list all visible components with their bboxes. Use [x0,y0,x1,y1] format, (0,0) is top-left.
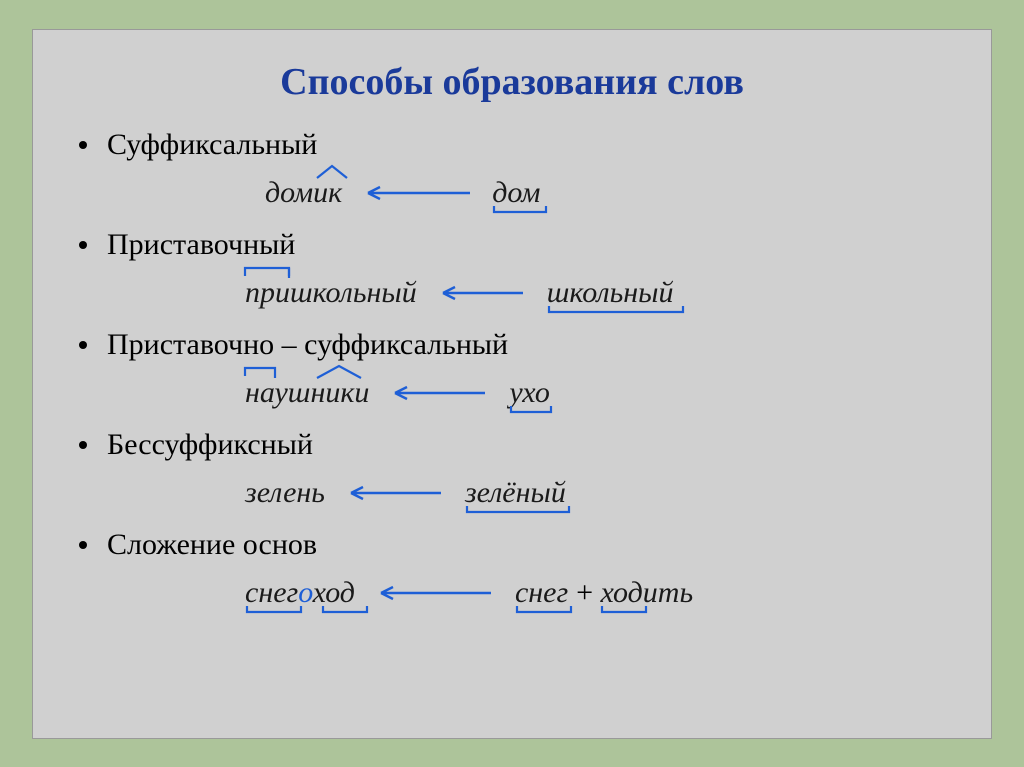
word-text: ухо [509,376,550,409]
example-row: наушники ухо [245,366,949,420]
source-word-b: ходить [600,576,693,610]
method-label: Суффиксальный [75,128,949,162]
method-section: Сложение основ снегоход снег + [75,528,949,620]
derived-word: домик [265,176,342,210]
method-label-text: Приставочно – суффиксальный [107,328,508,362]
method-label-text: Приставочный [107,228,295,262]
plus-sign: + [574,576,594,610]
arrow-icon [375,583,495,603]
word-text: зелёный [465,476,566,509]
method-section: Бессуффиксный зелень зелёный [75,428,949,520]
method-label-text: Бессуффиксный [107,428,313,462]
arrow-icon [389,383,489,403]
example-row: пришкольный школьный [245,266,949,320]
word-part: снег [245,576,298,609]
bullet-icon [79,441,87,449]
word-text: домик [265,176,342,209]
word-text: пришкольный [245,276,417,309]
source-word: дом [492,176,540,210]
word-text: ходить [600,576,693,609]
method-label: Приставочно – суффиксальный [75,328,949,362]
example-row: домик дом [265,166,949,220]
slide-title: Способы образования слов [75,60,949,104]
method-label-text: Сложение основ [107,528,317,562]
source-word: зелёный [465,476,566,510]
source-word: ухо [509,376,550,410]
derived-word: зелень [245,476,325,510]
method-section: Суффиксальный домик дом [75,128,949,220]
word-text: снег [515,576,568,609]
example-row: зелень зелёный [245,466,949,520]
word-text: наушники [245,376,369,409]
derived-word: снегоход [245,576,355,610]
source-word-a: снег [515,576,568,610]
method-label: Бессуффиксный [75,428,949,462]
bullet-icon [79,141,87,149]
arrow-icon [362,183,472,203]
connector-letter: о [298,576,312,609]
bullet-icon [79,341,87,349]
word-text: школьный [547,276,674,309]
derived-word: пришкольный [245,276,417,310]
arrow-icon [437,283,527,303]
derived-word: наушники [245,376,369,410]
example-row: снегоход снег + ходить [245,566,949,620]
bullet-icon [79,541,87,549]
method-label: Приставочный [75,228,949,262]
word-text: дом [492,176,540,209]
method-label-text: Суффиксальный [107,128,317,162]
method-label: Сложение основ [75,528,949,562]
source-word: школьный [547,276,674,310]
method-section: Приставочно – суффиксальный наушники ухо [75,328,949,420]
slide: Способы образования слов Суффиксальный д… [32,29,992,739]
method-section: Приставочный пришкольный школьный [75,228,949,320]
arrow-icon [345,483,445,503]
bullet-icon [79,241,87,249]
word-part: ход [313,576,355,609]
word-text: зелень [245,476,325,509]
